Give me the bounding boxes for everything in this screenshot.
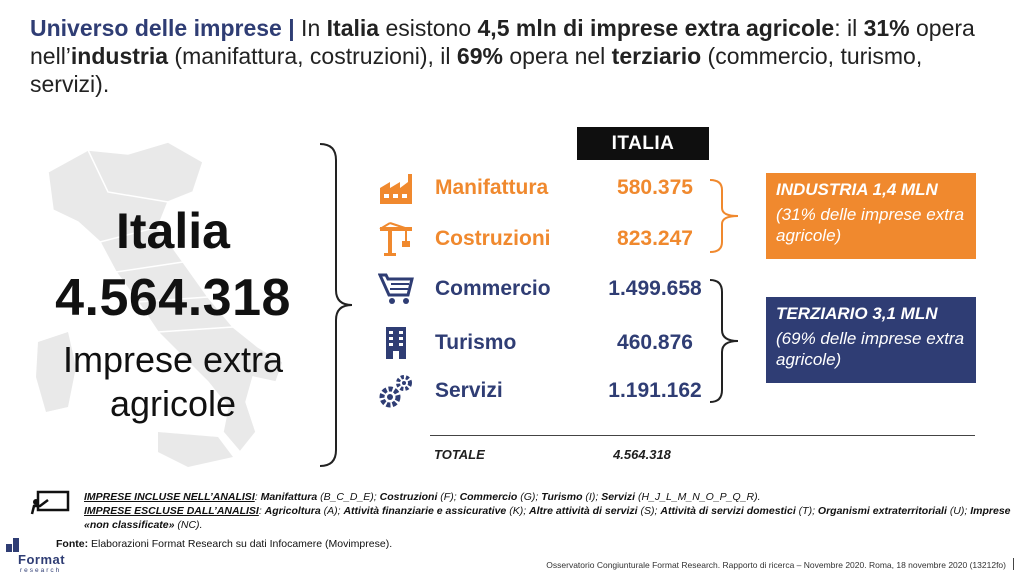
row-value: 460.876 — [617, 331, 693, 354]
note-item-code: (NC) — [177, 519, 200, 531]
total-divider — [430, 435, 975, 436]
headline-text: (commercio, turismo, servizi). — [30, 43, 923, 97]
row-name: Turismo — [435, 331, 517, 354]
terziario-box-title: TERZIARIO 3,1 MLN — [776, 304, 938, 323]
headline-text: esistono — [379, 15, 478, 41]
notes-excluded-label: IMPRESE ESCLUSE DALL’ANALISI — [84, 505, 259, 517]
headline-text: (manifattura, costruzioni), il — [168, 43, 457, 69]
summary-description: Imprese extra agricole — [8, 338, 338, 426]
logo-mark-icon — [6, 538, 19, 552]
terziario-box: TERZIARIO 3,1 MLN (69% delle imprese ext… — [766, 297, 976, 383]
headline-pct-terziario: 69% — [456, 43, 503, 69]
note-item-code: (T) — [798, 505, 813, 517]
row-name: Commercio — [435, 277, 551, 300]
terziario-brace — [709, 279, 739, 403]
industry-box-title: INDUSTRIA 1,4 MLN — [776, 180, 938, 199]
factory-icon — [380, 174, 412, 204]
summary-desc-line: agricole — [109, 383, 237, 424]
note-item-name: Costruzioni — [379, 491, 438, 503]
headline-sector-industry: industria — [70, 43, 169, 69]
crane-icon — [379, 222, 412, 256]
column-header: ITALIA — [577, 127, 709, 160]
note-item-code: (A) — [323, 505, 338, 517]
headline-text: opera nel — [502, 43, 612, 69]
note-item-code: (H_J_L_M_N_O_P_Q_R) — [637, 491, 758, 503]
footer-divider — [1013, 558, 1014, 570]
row-name: Costruzioni — [435, 227, 551, 250]
notes-excluded: IMPRESE ESCLUSE DALL’ANALISI: Agricoltur… — [84, 505, 1011, 531]
note-item-code: (K) — [509, 505, 524, 517]
gears-icon — [379, 375, 412, 408]
industry-box: INDUSTRIA 1,4 MLN (31% delle imprese ext… — [766, 173, 976, 259]
note-item-name: Turismo — [541, 491, 583, 503]
footer-text: Osservatorio Congiunturale Format Resear… — [546, 560, 1006, 570]
row-value: 823.247 — [617, 227, 693, 250]
note-item-code: (S) — [640, 505, 655, 517]
row-value: 580.375 — [617, 176, 693, 199]
note-item-name: Altre attività di servizi — [529, 505, 638, 517]
row-name: Manifattura — [435, 176, 549, 199]
note-item-code: (U) — [949, 505, 965, 517]
note-item-code: (F) — [440, 491, 454, 503]
italy-map: Italia 4.564.318 Imprese extra agricole — [8, 132, 308, 472]
industry-box-subtitle: (31% delle imprese extra agricole) — [776, 205, 965, 245]
summary-total: 4.564.318 — [55, 269, 291, 327]
note-item-code: (G) — [520, 491, 536, 503]
italy-map-icon — [36, 141, 284, 467]
headline-separator: | — [288, 15, 295, 41]
note-item-name: Imprese «non classificate» — [84, 505, 1011, 531]
presentation-board-icon — [30, 490, 70, 515]
source-label: Fonte: — [56, 538, 89, 550]
hotel-building-icon — [386, 327, 406, 359]
notes-included: IMPRESE INCLUSE NELL’ANALISI: Manifattur… — [84, 491, 761, 503]
headline-sector-terziario: terziario — [611, 43, 702, 69]
note-item-name: Agricoltura — [264, 505, 321, 517]
headline-country: Italia — [326, 15, 380, 41]
note-item-code: (I) — [585, 491, 596, 503]
headline-text: In — [294, 15, 327, 41]
notes-included-label: IMPRESE INCLUSE NELL’ANALISI — [84, 491, 255, 503]
row-value: 1.191.162 — [608, 379, 702, 402]
note-item-name: Manifattura — [260, 491, 318, 503]
note-item-name: Organismi extraterritoriali — [817, 505, 947, 517]
terziario-box-subtitle: (69% delle imprese extra agricole) — [776, 329, 965, 369]
shopping-cart-icon — [378, 273, 414, 304]
notes: IMPRESE INCLUSE NELL’ANALISI: Manifattur… — [84, 490, 1019, 532]
row-name: Servizi — [435, 379, 503, 402]
summary-desc-line: Imprese extra — [62, 339, 284, 380]
logo-word: Format — [18, 552, 66, 567]
headline-text: opera nell’ — [30, 15, 975, 69]
row-value: 1.499.658 — [608, 277, 702, 300]
logo-subtitle: research — [20, 567, 62, 574]
headline: Universo delle imprese | In Italia esist… — [30, 14, 1005, 98]
total-value: 4.564.318 — [613, 447, 671, 462]
headline-count: 4,5 mln di imprese extra agricole — [477, 15, 835, 41]
main-brace — [319, 143, 353, 467]
headline-pct-industry: 31% — [863, 15, 910, 41]
summary-country: Italia — [116, 203, 230, 259]
source-text: Elaborazioni Format Research su dati Inf… — [88, 538, 393, 550]
total-label: TOTALE — [434, 447, 485, 462]
format-research-logo: Format research — [4, 538, 94, 574]
note-item-name: Attività finanziarie e assicurative — [343, 505, 507, 517]
headline-title: Universo delle imprese — [30, 15, 282, 41]
note-item-code: (B_C_D_E) — [320, 491, 374, 503]
note-item-name: Commercio — [459, 491, 518, 503]
source-note: Fonte: Elaborazioni Format Research su d… — [56, 538, 392, 550]
note-item-name: Servizi — [601, 491, 636, 503]
headline-text: : il — [834, 15, 864, 41]
industry-brace — [709, 179, 739, 253]
note-item-name: Attività di servizi domestici — [660, 505, 796, 517]
